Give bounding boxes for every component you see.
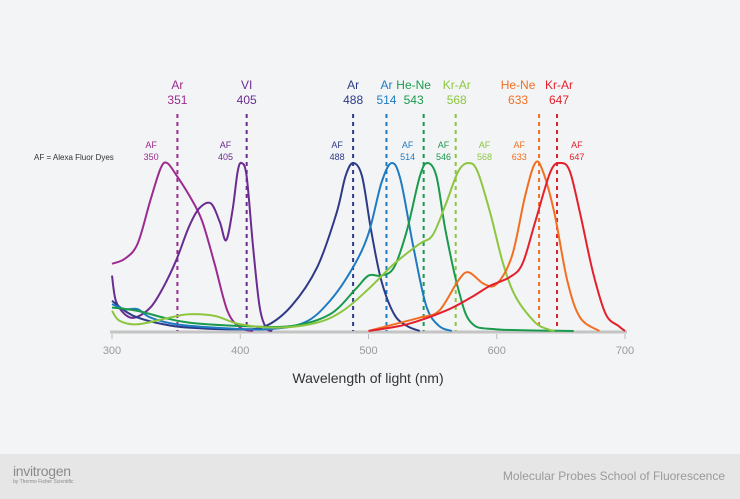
laser-wavelength: 405 (237, 93, 257, 107)
laser-name: Ar (380, 78, 392, 92)
dye-label-number: 405 (218, 152, 233, 162)
dye-label-number: 488 (330, 152, 345, 162)
laser-name: He-Ne (501, 78, 536, 92)
dye-label-prefix: AF (145, 140, 157, 150)
dye-curve-af350 (111, 161, 254, 332)
laser-wavelength: 633 (508, 93, 528, 107)
x-tick-label: 700 (616, 345, 634, 357)
school-title: Molecular Probes School of Fluorescence (502, 469, 725, 483)
laser-wavelength: 647 (549, 93, 569, 107)
laser-name: Kr-Ar (545, 78, 573, 92)
dye-curve-af568 (111, 161, 555, 332)
laser-name: VI (241, 78, 252, 92)
invitrogen-logo: invitrogen by Thermo Fisher Scientific (13, 463, 73, 485)
x-tick-label: 500 (359, 345, 377, 357)
dye-label-prefix: AF (402, 140, 414, 150)
brand-sub: by Thermo Fisher Scientific (13, 479, 74, 485)
dye-curve-af633 (368, 160, 600, 332)
x-tick-label: 600 (488, 345, 506, 357)
dye-label-prefix: AF (220, 140, 232, 150)
dye-label-prefix: AF (479, 140, 491, 150)
dye-label-prefix: AF (331, 140, 343, 150)
dye-label-prefix: AF (513, 140, 525, 150)
laser-wavelength: 488 (343, 93, 363, 107)
x-tick-label: 400 (231, 345, 249, 357)
brand-name: invitrogen (13, 463, 71, 479)
dye-label-number: 568 (477, 152, 492, 162)
laser-wavelength: 543 (404, 93, 424, 107)
laser-name: He-Ne (396, 78, 431, 92)
laser-name: Kr-Ar (443, 78, 471, 92)
laser-name: Ar (347, 78, 359, 92)
laser-wavelength: 568 (447, 93, 467, 107)
dye-curve-af647 (368, 161, 626, 332)
laser-wavelength: 514 (376, 93, 396, 107)
dye-curve-af514 (111, 161, 453, 332)
dye-label-number: 546 (436, 152, 451, 162)
dye-label-number: 350 (144, 152, 159, 162)
dye-label-prefix: AF (571, 140, 583, 150)
laser-wavelength: 351 (167, 93, 187, 107)
legend-note: AF = Alexa Fluor Dyes (34, 153, 114, 162)
spectra-chart: 300 400 500 600 700 Ar351VI405Ar488Ar514He-N… (34, 78, 634, 386)
dye-curve-af546 (111, 161, 574, 332)
x-tick-label: 300 (103, 345, 121, 357)
x-axis-label: Wavelength of light (nm) (292, 370, 443, 386)
footer: invitrogen by Thermo Fisher Scientific M… (0, 454, 740, 499)
dye-label-prefix: AF (438, 140, 450, 150)
dye-label-number: 514 (400, 152, 415, 162)
laser-name: Ar (171, 78, 183, 92)
dye-label-number: 633 (512, 152, 527, 162)
dye-curve-af488 (111, 161, 421, 332)
dye-label-number: 647 (569, 152, 584, 162)
